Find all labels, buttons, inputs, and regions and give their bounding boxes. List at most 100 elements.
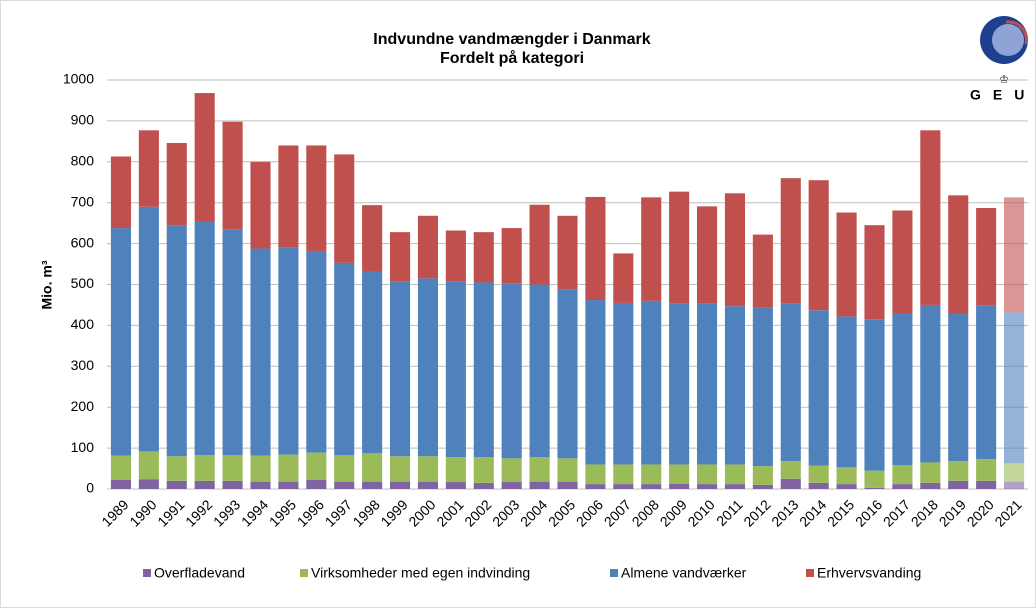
bar-segment	[194, 480, 215, 489]
bar-segment	[362, 205, 383, 272]
bar-segment	[362, 271, 383, 454]
x-tick-label: 2007	[601, 496, 634, 529]
bar-segment	[306, 452, 327, 481]
x-tick-label: 1990	[126, 496, 159, 529]
bar-segment	[194, 221, 215, 456]
bar-segment	[669, 191, 690, 304]
x-tick-label: 2012	[740, 496, 773, 529]
bar-segment	[138, 130, 159, 207]
bar-segment	[389, 456, 411, 482]
bar-segment	[362, 453, 383, 482]
y-axis-title: Mio. m³	[39, 260, 55, 309]
bar-segment	[836, 212, 857, 317]
bar-segment	[864, 225, 885, 320]
bar-segment	[864, 487, 885, 489]
bar-segment	[641, 464, 662, 485]
bar-segment	[724, 484, 746, 489]
x-tick-label: 2016	[852, 496, 885, 529]
bar-segment	[613, 253, 634, 303]
bar-segment	[1003, 463, 1025, 482]
bar-segment	[864, 319, 885, 471]
bar-segment	[250, 455, 271, 482]
bar-segment	[166, 225, 187, 457]
chart-subtitle: Fordelt på kategori	[440, 49, 584, 67]
bar-segment	[836, 484, 857, 489]
bar-segment	[445, 457, 466, 483]
bar-segment	[752, 484, 773, 489]
bar-segment	[724, 193, 746, 307]
legend-marker	[143, 569, 151, 577]
bar-segment	[585, 196, 606, 301]
bar-segment	[892, 210, 913, 314]
x-tick-label: 2008	[629, 496, 662, 529]
bar-segment	[529, 284, 550, 458]
x-tick-label: 1997	[322, 496, 355, 529]
bar-segment	[752, 307, 773, 467]
bar-segment	[557, 481, 578, 489]
x-tick-label: 1999	[377, 496, 410, 529]
legend-label: Virksomheder med egen indvinding	[311, 565, 530, 581]
bar-segment	[110, 480, 132, 489]
bar-segment	[696, 464, 718, 485]
legend-label: Overfladevand	[154, 565, 245, 581]
bar-segment	[501, 283, 522, 459]
bar-segment	[641, 197, 662, 301]
bar-segment	[752, 466, 773, 485]
bar-segment	[194, 455, 215, 481]
bar-segment	[613, 302, 634, 465]
x-tick-label: 2011	[713, 496, 746, 529]
x-tick-label: 2015	[824, 496, 857, 529]
y-tick-label: 100	[71, 439, 95, 455]
x-tick-label: 1989	[98, 496, 131, 529]
bar-segment	[976, 459, 997, 481]
bar-segment	[892, 484, 913, 489]
bar-segment	[920, 130, 941, 305]
bar-segment	[473, 482, 494, 489]
bar-segment	[808, 465, 829, 483]
bar-segment	[278, 145, 299, 248]
bar-segment	[724, 464, 746, 485]
bar-segment	[1003, 197, 1025, 313]
y-tick-label: 300	[71, 357, 95, 373]
bar-segment	[948, 461, 969, 481]
bar-segment	[250, 248, 271, 456]
bar-segment	[334, 262, 355, 456]
x-tick-label: 2004	[517, 496, 550, 529]
x-tick-label: 2000	[405, 496, 438, 529]
bar-segment	[808, 180, 829, 311]
x-tick-label: 2009	[657, 496, 690, 529]
y-tick-label: 0	[86, 480, 94, 496]
bar-segment	[417, 278, 439, 457]
bar-segment	[222, 455, 243, 481]
legend-marker	[806, 569, 814, 577]
bar-segment	[557, 458, 578, 482]
x-tick-label: 2018	[908, 496, 941, 529]
bar-segment	[389, 481, 411, 489]
x-tick-label: 1991	[154, 496, 187, 529]
bar-segment	[445, 230, 466, 282]
bar-segment	[780, 478, 801, 489]
bar-segment	[334, 455, 355, 482]
bar-segment	[222, 480, 243, 489]
logo-text: GEUS	[970, 87, 1036, 103]
bar-segment	[334, 154, 355, 263]
bar-segment	[389, 232, 411, 282]
bar-segment	[417, 456, 439, 482]
x-tick-label: 2017	[880, 496, 913, 529]
bar-segment	[501, 482, 522, 489]
x-tick-label: 1993	[210, 496, 243, 529]
x-tick-label: 1994	[238, 496, 271, 529]
bar-segment	[138, 206, 159, 452]
bar-segment	[1003, 481, 1025, 489]
bar-segment	[473, 232, 494, 283]
y-tick-label: 400	[71, 316, 95, 332]
bar-segment	[780, 178, 801, 304]
bar-segment	[166, 142, 187, 226]
bar-segment	[529, 481, 550, 489]
bar-segment	[473, 282, 494, 458]
bar-segment	[585, 300, 606, 465]
bar-segment	[557, 215, 578, 290]
bar-segment	[808, 482, 829, 489]
x-tick-label: 2021	[991, 496, 1024, 529]
bar-segment	[306, 250, 327, 453]
